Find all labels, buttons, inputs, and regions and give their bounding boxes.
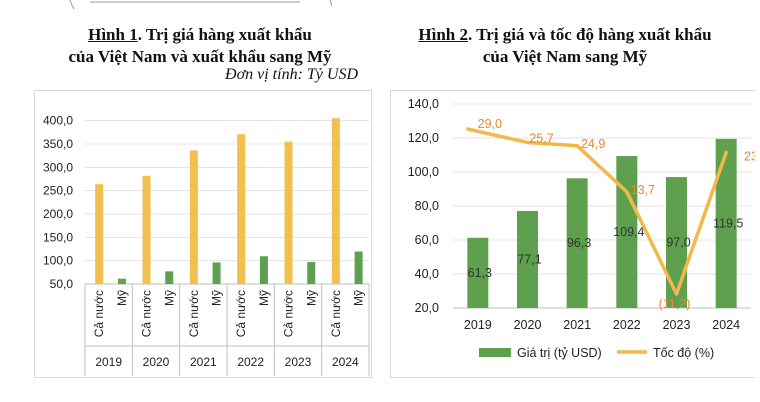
year-label: 2019 bbox=[95, 355, 122, 369]
y-tick-label: 400,0 bbox=[43, 114, 73, 128]
bar-ca-nuoc bbox=[95, 184, 104, 284]
y-tick-label: 250,0 bbox=[43, 184, 73, 198]
line-data-label: 25,7 bbox=[529, 132, 553, 146]
x-tick-label: 2024 bbox=[712, 318, 740, 332]
line-toc-do bbox=[466, 127, 728, 296]
figure-1-title-text: . Trị giá hàng xuất khẩu bbox=[137, 25, 312, 44]
legend-label-bar: Giá trị (tỷ USD) bbox=[517, 346, 602, 360]
y-tick-label: 50,0 bbox=[50, 277, 74, 291]
bar-my bbox=[259, 256, 268, 284]
y-tick-label: 140,0 bbox=[408, 97, 439, 111]
legend-label-line: Tốc độ (%) bbox=[653, 346, 714, 360]
line-data-label: 13,7 bbox=[631, 183, 655, 197]
sub-category-label: Mỹ bbox=[210, 290, 224, 306]
chart-1-frame: 50,0 100,0 150,0 200,0 250,0 300,0 350,0 400,0 C… bbox=[34, 90, 372, 378]
bar-data-label: 109,4 bbox=[613, 225, 644, 239]
year-label: 2023 bbox=[285, 355, 312, 369]
figure-2-label: Hình 2 bbox=[418, 25, 469, 44]
chart-2: 20,0 40,0 60,0 80,0 100,0 120,0 140,0 61,3 77,1 9… bbox=[408, 97, 760, 360]
x-tick-label: 2019 bbox=[464, 318, 492, 332]
bar-my bbox=[307, 262, 316, 284]
year-label: 2021 bbox=[190, 355, 217, 369]
sub-category-label: Mỹ bbox=[304, 290, 318, 306]
x-tick-label: 2023 bbox=[663, 318, 691, 332]
bar-my bbox=[354, 251, 363, 284]
sub-category-label: Cả nước bbox=[187, 290, 201, 337]
sub-category-label: Cả nước bbox=[282, 290, 296, 337]
bar-data-label: 97,0 bbox=[666, 236, 690, 250]
x-tick-label: 2020 bbox=[514, 318, 542, 332]
cropped-top-text bbox=[69, 0, 333, 10]
bar-value bbox=[715, 138, 737, 308]
chart-2-frame: 20,0 40,0 60,0 80,0 100,0 120,0 140,0 61,3 77,1 9… bbox=[390, 90, 760, 378]
bar-data-label: 119,5 bbox=[713, 216, 743, 230]
figure-1-label: Hình 1 bbox=[88, 25, 138, 44]
y-tick-label: 100,0 bbox=[408, 165, 439, 179]
y-tick-label: 120,0 bbox=[408, 131, 439, 145]
year-label: 2024 bbox=[332, 355, 359, 369]
figure-2-title-line2: của Việt Nam sang Mỹ bbox=[482, 47, 648, 66]
line-data-label: 24,9 bbox=[581, 137, 605, 151]
sub-category-label: Cả nước bbox=[92, 290, 106, 337]
y-tick-label: 20,0 bbox=[415, 301, 439, 315]
sub-category-label: Mỹ bbox=[162, 290, 176, 306]
figure-2-title-text: . Trị giá và tốc độ hàng xuất khẩu bbox=[468, 25, 712, 44]
y-tick-label: 150,0 bbox=[43, 230, 73, 244]
year-label: 2022 bbox=[237, 355, 264, 369]
unit-note: Đơn vị tính: Tỷ USD bbox=[225, 66, 358, 83]
bar-ca-nuoc bbox=[189, 150, 198, 284]
legend-swatch-bar bbox=[479, 348, 511, 357]
bar-data-label: 96,3 bbox=[567, 236, 591, 250]
bar-ca-nuoc bbox=[331, 118, 340, 284]
y-tick-label: 300,0 bbox=[43, 160, 73, 174]
y-tick-label: 40,0 bbox=[415, 267, 439, 281]
sub-category-label: Mỹ bbox=[115, 290, 129, 306]
bar-value bbox=[616, 156, 638, 308]
bar-value bbox=[517, 210, 538, 308]
x-tick-label: 2022 bbox=[613, 318, 641, 332]
y-tick-label: 200,0 bbox=[43, 207, 73, 221]
y-tick-label: 60,0 bbox=[415, 233, 439, 247]
bar-my bbox=[165, 271, 174, 284]
line-data-label: 29,0 bbox=[478, 117, 502, 131]
bar-ca-nuoc bbox=[142, 175, 151, 284]
chart-1: 50,0 100,0 150,0 200,0 250,0 300,0 350,0 400,0 C… bbox=[43, 114, 370, 376]
bar-value bbox=[566, 178, 588, 308]
y-tick-label: 100,0 bbox=[43, 254, 73, 268]
figure-1-title: Hình 1. Trị giá hàng xuất khẩu của Việt … bbox=[40, 24, 360, 68]
bar-my bbox=[117, 278, 126, 284]
figure-1-title-line2: của Việt Nam và xuất khẩu sang Mỹ bbox=[68, 47, 332, 66]
line-data-label: (11,2) bbox=[659, 297, 691, 311]
y-tick-label: 350,0 bbox=[43, 137, 73, 151]
y-tick-label: 80,0 bbox=[415, 199, 439, 213]
bar-ca-nuoc bbox=[237, 134, 246, 284]
bar-data-label: 77,1 bbox=[517, 252, 541, 266]
x-tick-label: 2021 bbox=[563, 318, 591, 332]
sub-category-label: Mỹ bbox=[352, 290, 366, 306]
bar-ca-nuoc bbox=[284, 141, 293, 284]
sub-category-label: Cả nước bbox=[140, 290, 154, 337]
year-label: 2020 bbox=[143, 355, 170, 369]
sub-category-label: Cả nước bbox=[234, 290, 248, 337]
sub-category-label: Mỹ bbox=[257, 290, 271, 306]
line-data-label: 23,3 bbox=[744, 149, 755, 163]
figure-2-title: Hình 2. Trị giá và tốc độ hàng xuất khẩu… bbox=[395, 24, 735, 68]
bar-data-label: 61,3 bbox=[468, 266, 492, 280]
sub-category-label: Cả nước bbox=[329, 290, 343, 337]
bar-value bbox=[467, 237, 489, 308]
bar-my bbox=[212, 262, 221, 284]
